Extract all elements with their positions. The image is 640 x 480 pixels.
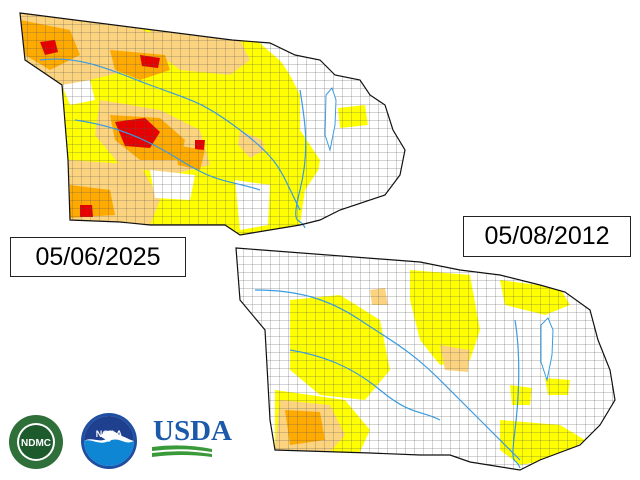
date-label-2012: 05/08/2012 — [463, 216, 631, 257]
rivers-2012 — [254, 289, 521, 469]
noaa-logo: NOAA — [81, 413, 137, 469]
map-2012-shading — [236, 248, 615, 470]
usda-swoosh — [152, 445, 212, 457]
rivers-2025 — [39, 58, 307, 229]
ndmc-logo: NDMC — [9, 415, 63, 469]
date-label-2025: 05/06/2025 — [10, 237, 186, 277]
noaa-abbrev: NOAA — [96, 429, 123, 439]
ndmc-abbrev: NDMC — [21, 438, 51, 449]
usda-abbrev: USDA — [153, 415, 232, 447]
